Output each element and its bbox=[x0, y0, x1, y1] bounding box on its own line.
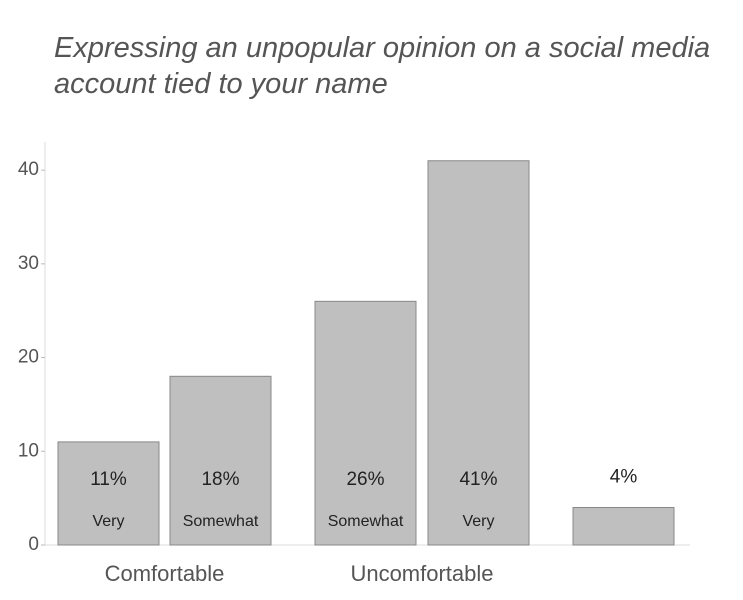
y-tick-label: 0 bbox=[28, 534, 39, 555]
y-tick-label: 10 bbox=[18, 440, 39, 461]
value-label: 4% bbox=[610, 467, 638, 488]
bar bbox=[427, 160, 530, 546]
bar bbox=[57, 441, 160, 546]
value-label: 18% bbox=[201, 469, 239, 490]
y-tick-label: 20 bbox=[18, 347, 39, 368]
y-tick-label: 30 bbox=[18, 253, 39, 274]
chart-title: Expressing an unpopular opinion on a soc… bbox=[54, 32, 711, 100]
category-label: Somewhat bbox=[183, 513, 259, 530]
category-label: Very bbox=[462, 513, 494, 530]
category-label: Very bbox=[92, 513, 124, 530]
bar bbox=[314, 300, 417, 546]
value-label: 11% bbox=[90, 469, 127, 490]
value-label: 41% bbox=[459, 469, 497, 490]
y-tick-label: 40 bbox=[18, 159, 39, 180]
bar bbox=[572, 507, 675, 546]
group-label: Uncomfortable bbox=[350, 561, 493, 586]
value-label: 26% bbox=[346, 469, 384, 490]
group-label: Comfortable bbox=[105, 561, 225, 586]
bar bbox=[169, 375, 272, 546]
category-label: Somewhat bbox=[328, 513, 404, 530]
